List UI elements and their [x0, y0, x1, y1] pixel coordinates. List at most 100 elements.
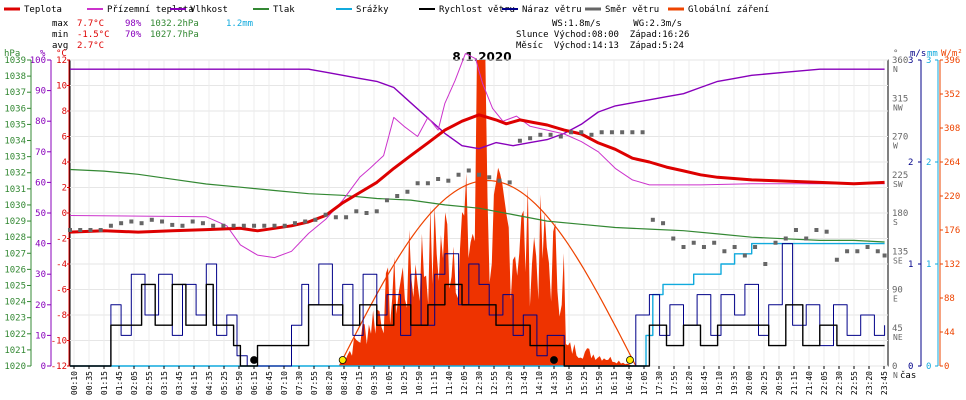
- tick-label-time: 21:15: [790, 371, 799, 395]
- wind-direction-point: [882, 253, 887, 258]
- legend-label-wind-gust: Náraz větru: [522, 5, 582, 15]
- astro-markers: [250, 356, 634, 364]
- tick-label-time: 22:55: [850, 371, 859, 395]
- tick-label-time: 19:10: [715, 371, 724, 395]
- wind-direction-point: [456, 172, 461, 177]
- tick-label-time: 09:15: [355, 371, 364, 395]
- tick-label-time: 22:30: [835, 371, 844, 395]
- tick-label-hpa: 1033: [4, 153, 26, 163]
- wind-direction-point: [466, 168, 471, 173]
- wind-direction-point: [538, 132, 543, 137]
- wind-direction-point: [630, 130, 635, 135]
- tick-label-time: 02:55: [145, 371, 154, 395]
- tick-label-temp: 8: [62, 107, 67, 117]
- wind-direction-point: [384, 198, 389, 203]
- tick-label-time: 10:50: [415, 371, 424, 395]
- tick-label-wm2: 220: [944, 192, 960, 202]
- tick-label-time: 12:30: [475, 371, 484, 395]
- rain-line: [70, 242, 885, 367]
- stats-avg-temp: 2.7°C: [77, 41, 104, 51]
- wind-direction-point: [88, 228, 93, 232]
- tick-label-hpa: 1028: [4, 233, 26, 243]
- wind-direction-point: [231, 223, 236, 228]
- wind-direction-point: [170, 222, 175, 227]
- tick-label-time: 17:55: [670, 371, 679, 395]
- wind-direction-point: [589, 132, 594, 137]
- wind-direction-point: [323, 212, 328, 217]
- wind-direction-point: [640, 130, 645, 135]
- humidity-line: [70, 68, 885, 150]
- wind-direction-point: [722, 249, 727, 254]
- tick-label-hpa: 1037: [4, 88, 26, 98]
- tick-label-hpa: 1038: [4, 72, 26, 82]
- tick-label-time: 21:40: [805, 371, 814, 395]
- tick-label-mm: 0: [926, 362, 931, 372]
- tick-label-dir-name: S: [893, 218, 898, 227]
- wind-direction-point: [599, 130, 604, 135]
- wind-direction-point: [241, 223, 246, 228]
- tick-label-time: 16:15: [610, 371, 619, 395]
- axis-title-wm2: W/m²: [941, 49, 963, 59]
- stats-min-pressure: 1027.7hPa: [150, 30, 199, 40]
- tick-label-wm2: 264: [944, 158, 960, 168]
- axis-title-time: čas: [900, 370, 916, 381]
- solar-radiation-area: [339, 60, 636, 366]
- tick-label-hpa: 1022: [4, 330, 26, 340]
- axis-title-degrees: °: [893, 49, 898, 59]
- tick-label-pct: 100: [30, 56, 46, 66]
- tick-label-time: 16:40: [625, 371, 634, 395]
- wind-direction-point: [732, 245, 737, 249]
- tick-label-pct: 60: [35, 178, 46, 188]
- tick-label-time: 20:25: [760, 371, 769, 395]
- wind-direction-point: [609, 130, 614, 135]
- tick-label-time: 10:05: [385, 371, 394, 395]
- tick-label-time: 11:15: [430, 371, 439, 395]
- tick-label-temp: -12: [51, 362, 67, 372]
- wind-direction-point: [569, 130, 574, 135]
- axis-title-mm: mm: [927, 49, 938, 59]
- tick-label-pct: 0: [41, 362, 46, 372]
- wind-direction-series: [68, 130, 887, 266]
- wind-direction-point: [773, 240, 778, 245]
- tick-label-wm2: 396: [944, 56, 960, 66]
- tick-label-time: 12:55: [490, 371, 499, 395]
- tick-label-hpa: 1020: [4, 362, 26, 372]
- tick-label-time: 03:45: [175, 371, 184, 395]
- tick-label-time: 13:45: [520, 371, 529, 395]
- tick-label-temp: 0: [62, 209, 67, 219]
- tick-label-time: 09:35: [370, 371, 379, 395]
- wind-direction-point: [865, 245, 870, 249]
- wind-direction-point: [650, 217, 655, 222]
- tick-label-pct: 70: [35, 148, 46, 158]
- wind-direction-point: [783, 236, 788, 241]
- tick-label-temp: 10: [56, 82, 67, 92]
- wind-direction-point: [742, 253, 747, 258]
- sunrise-marker: [338, 356, 347, 364]
- wind-direction-point: [477, 172, 481, 177]
- wind-direction-point: [190, 219, 195, 224]
- wind-direction-point: [68, 228, 72, 232]
- tick-label-temp: -8: [56, 311, 67, 321]
- series-lines: [69, 53, 886, 367]
- wind-direction-point: [221, 223, 226, 228]
- wind-direction-point: [415, 181, 420, 186]
- wind-direction-point: [712, 240, 717, 245]
- tick-label-wm2: 44: [944, 328, 955, 338]
- tick-label-hpa: 1023: [4, 314, 26, 324]
- wind-direction-point: [661, 221, 666, 226]
- tick-label-dir-name: NE: [893, 333, 903, 342]
- tick-label-time: 03:15: [160, 371, 169, 395]
- tick-label-wm2: 88: [944, 294, 955, 304]
- wind-direction-point: [793, 228, 798, 232]
- tick-label-hpa: 1031: [4, 185, 26, 195]
- tick-label-time: 18:20: [685, 371, 694, 395]
- pressure-line: [69, 168, 885, 243]
- tick-label-temp: 12: [56, 56, 67, 66]
- wind-direction-point: [487, 175, 492, 180]
- wind-direction-point: [395, 194, 400, 198]
- wind-direction-point: [119, 221, 124, 226]
- tick-label-time: 06:15: [250, 371, 259, 395]
- wind-direction-point: [344, 215, 349, 220]
- stats-avg-label: avg: [52, 41, 68, 51]
- info-sun-line: Slunce Východ:08:00 Západ:16:26: [516, 30, 689, 40]
